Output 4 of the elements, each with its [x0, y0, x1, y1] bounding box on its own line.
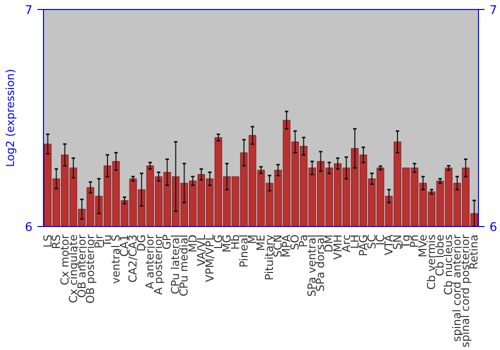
x-tick-label: Retina [468, 234, 481, 270]
y2-tick-label: 6 [490, 220, 498, 234]
y-axis-title: Log2 (expression) [4, 68, 17, 168]
y2-tick-label: 7 [490, 3, 498, 17]
